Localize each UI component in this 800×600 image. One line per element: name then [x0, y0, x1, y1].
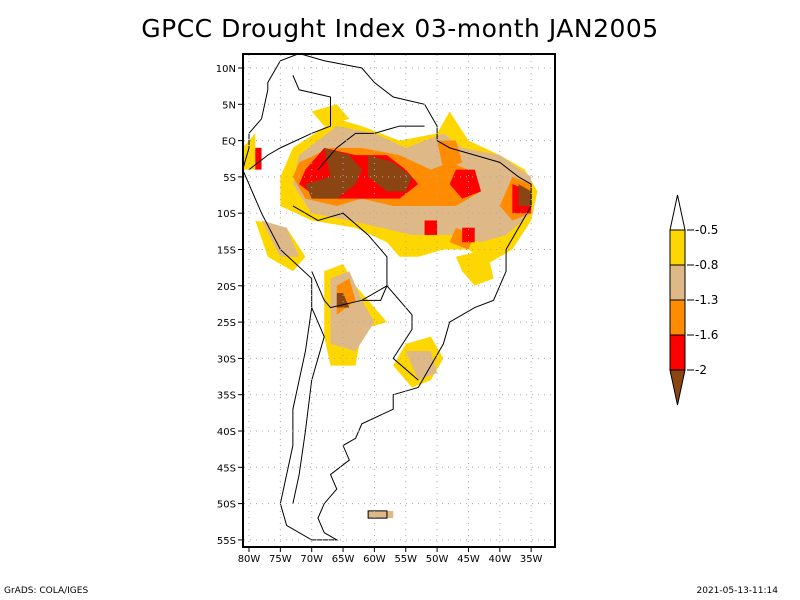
colorbar-segment	[669, 299, 686, 336]
grads-credit: GrADS: COLA/IGES	[4, 586, 89, 596]
colorbar-label: -0.8	[695, 258, 718, 272]
drought-area-moderate	[455, 249, 494, 286]
axis-ticks: 10N 5N EQ 5S 10S 15S 20S 25S 30S 35S 40S 45S 50S 55S8…	[216, 64, 543, 565]
colorbar-label: -1.3	[695, 293, 718, 307]
lon-tick-label: 40W	[488, 554, 511, 565]
lat-tick-label: 45S	[217, 463, 236, 474]
drought-area-severe	[405, 351, 438, 381]
drought-area-extreme	[437, 140, 463, 170]
country-border	[292, 205, 419, 381]
lon-tick-label: 65W	[332, 554, 355, 565]
south-america-coastline	[242, 52, 532, 541]
drought-area-exceptional	[462, 227, 475, 243]
timestamp: 2021-05-13-11:14	[696, 586, 779, 596]
colorbar: -0.5 -0.8 -1.3 -1.6 -2	[669, 194, 718, 406]
lat-tick-label: 10N	[216, 64, 236, 75]
drought-area-extreme-deficit	[368, 155, 413, 192]
coastline-layer	[242, 52, 532, 541]
lat-tick-label: 5N	[222, 100, 236, 111]
country-border	[248, 75, 332, 171]
lat-tick-label: 40S	[217, 427, 236, 438]
colorbar-upper-triangle	[669, 194, 686, 231]
lon-tick-label: 55W	[394, 554, 417, 565]
lon-tick-label: 70W	[300, 554, 323, 565]
map-frame	[242, 53, 556, 548]
colorbar-segment	[669, 264, 686, 301]
falkland-islands	[367, 510, 388, 519]
lat-tick-label: 35S	[217, 391, 236, 402]
colorbar-lower-triangle	[669, 369, 686, 406]
map-title: GPCC Drought Index 03-month JAN2005	[141, 14, 659, 43]
country-border	[292, 307, 325, 504]
lat-tick-label: 50S	[217, 500, 236, 511]
lat-tick-label: 20S	[217, 282, 236, 293]
drought-area-extreme-deficit	[518, 184, 532, 206]
colorbar-segment	[669, 334, 686, 371]
drought-fill-layer	[242, 104, 538, 519]
colorbar-label: -2	[695, 363, 707, 377]
lat-tick-label: 5S	[223, 173, 236, 184]
country-border	[317, 125, 425, 170]
drought-area-exceptional	[424, 220, 438, 235]
country-border	[361, 285, 388, 301]
lon-tick-label: 75W	[269, 554, 292, 565]
lat-tick-label: 10S	[217, 209, 236, 220]
lon-tick-label: 45W	[457, 554, 480, 565]
drought-area-exceptional	[255, 147, 262, 170]
drought-area-exceptional	[449, 169, 481, 199]
drought-area-severe	[261, 220, 300, 257]
drought-area-extreme-deficit	[305, 147, 362, 199]
lat-tick-label: 15S	[217, 246, 236, 257]
lat-tick-label: 25S	[217, 318, 236, 329]
lon-tick-label: 35W	[520, 554, 543, 565]
lat-tick-label: 55S	[217, 536, 236, 547]
lon-tick-label: 60W	[363, 554, 386, 565]
lon-tick-label: 50W	[426, 554, 449, 565]
lat-tick-label: EQ	[222, 137, 236, 148]
colorbar-segment	[669, 229, 686, 266]
grid-layer	[244, 55, 554, 546]
country-border	[311, 271, 388, 309]
lat-tick-label: 30S	[217, 354, 236, 365]
colorbar-label: -0.5	[695, 223, 718, 237]
drought-area-severe	[368, 510, 394, 519]
colorbar-label: -1.6	[695, 328, 718, 342]
lon-tick-label: 80W	[238, 554, 261, 565]
